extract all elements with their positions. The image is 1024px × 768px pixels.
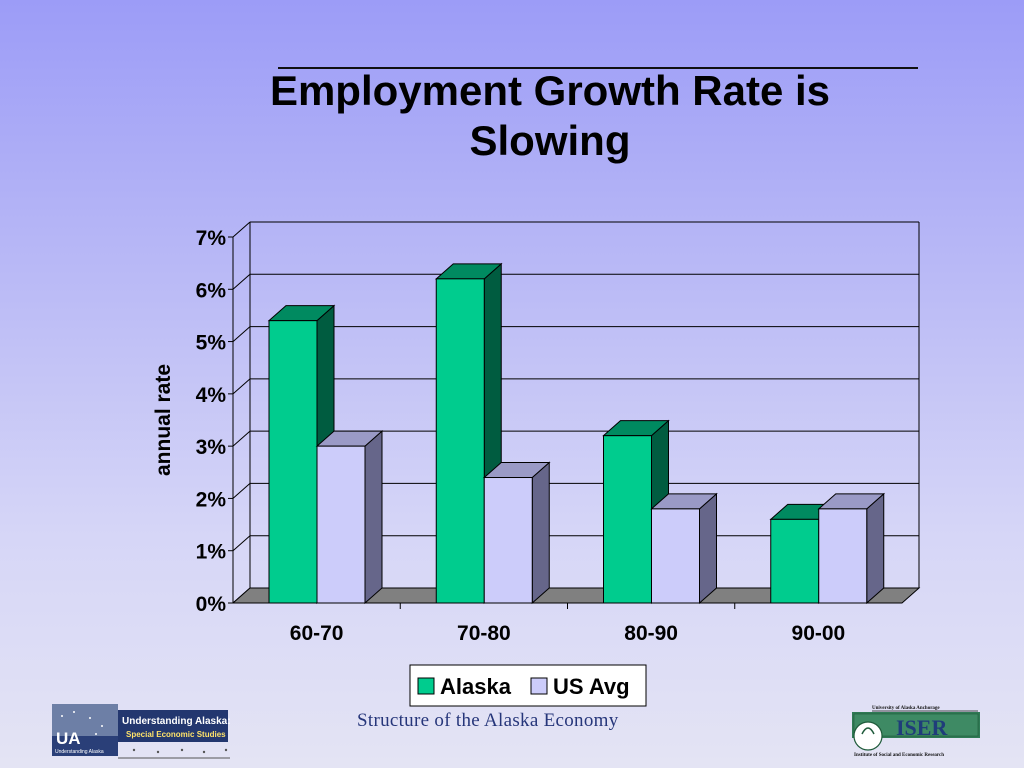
x-tick-label: 70-80 — [457, 622, 511, 645]
iser-logo-top: University of Alaska Anchorage — [872, 706, 940, 711]
side-gridline — [232, 430, 251, 447]
y-tick-label: 0% — [196, 593, 227, 616]
legend — [409, 664, 647, 707]
bar-us-avg-90-00-side — [866, 492, 885, 605]
bar-us-avg-80-90 — [651, 508, 700, 604]
legend-label-us-avg: US Avg — [553, 674, 630, 699]
side-gridline — [232, 221, 251, 238]
y-axis-label: annual rate — [152, 364, 175, 476]
bar-alaska-60-70 — [268, 320, 318, 604]
legend-swatch-us-avg — [530, 677, 548, 695]
understanding-alaska-logo: UA Understanding Alaska Understanding Al… — [52, 704, 230, 759]
side-gridline — [232, 273, 251, 290]
x-tick-label: 60-70 — [290, 622, 344, 645]
legend-swatch-alaska — [417, 677, 435, 695]
x-tick-label: 80-90 — [624, 622, 678, 645]
footer-text: Structure of the Alaska Economy — [357, 710, 619, 731]
legend-label-alaska: Alaska — [440, 674, 512, 699]
y-tick-label: 2% — [196, 488, 227, 511]
y-tick-label: 3% — [196, 436, 227, 459]
x-tick-label: 90-00 — [792, 622, 846, 645]
title-rule — [278, 67, 918, 69]
side-gridline — [232, 535, 251, 552]
ua-logo-line2: Special Economic Studies — [126, 730, 226, 739]
y-tick-label: 7% — [196, 227, 227, 250]
side-gridline — [232, 483, 251, 499]
side-gridline — [232, 326, 251, 342]
bar-alaska-70-80 — [435, 278, 485, 604]
bar-alaska-90-00 — [770, 518, 820, 604]
bar-us-avg-60-70-side — [364, 430, 383, 605]
iser-logo-bottom: Institute of Social and Economic Researc… — [854, 753, 944, 758]
bar-alaska-80-90 — [603, 435, 652, 604]
bar-us-avg-80-90-side — [699, 492, 717, 605]
slide-title: Employment Growth Rate is Slowing — [269, 67, 831, 164]
bar-us-avg-70-80 — [483, 477, 533, 604]
bar-us-avg-70-80-side — [531, 461, 550, 605]
ua-badge-sub: Understanding Alaska — [55, 749, 104, 755]
y-tick-label: 6% — [196, 279, 227, 302]
bar-us-avg-90-00 — [818, 508, 868, 604]
iser-logo-main: ISER — [896, 715, 948, 740]
side-gridline — [232, 378, 251, 395]
ua-badge: UA — [56, 729, 81, 748]
iser-logo: University of Alaska Anchorage ISER Inst… — [852, 706, 980, 758]
y-tick-label: 1% — [196, 541, 227, 564]
ua-logo-line1: Understanding Alaska: — [122, 716, 230, 727]
bar-us-avg-60-70 — [316, 445, 366, 604]
y-tick-label: 5% — [196, 332, 227, 355]
y-tick-label: 4% — [196, 384, 227, 407]
